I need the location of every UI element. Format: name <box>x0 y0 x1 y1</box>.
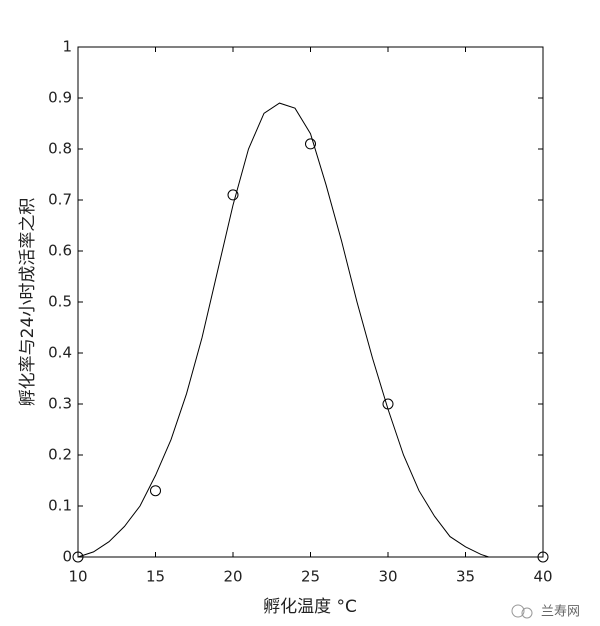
y-tick-label: 0.8 <box>48 140 72 158</box>
y-tick-label: 0.6 <box>48 242 72 260</box>
y-tick-label: 0.5 <box>48 293 72 311</box>
data-point <box>150 485 161 497</box>
x-tick-label: 25 <box>301 568 320 586</box>
data-point <box>537 551 549 563</box>
y-tick-label: 0.3 <box>48 395 72 413</box>
y-axis-label: 孵化率与24小时成活率之积 <box>18 198 38 407</box>
plot-box <box>77 46 544 558</box>
x-tick-label: 20 <box>223 568 242 586</box>
y-tick-label: 0.7 <box>48 191 72 209</box>
y-tick-label: 0.1 <box>48 497 72 515</box>
x-tick-label: 35 <box>456 568 475 586</box>
data-point <box>305 138 316 150</box>
y-tick-label: 0.2 <box>48 446 72 464</box>
x-tick-label: 10 <box>68 568 87 586</box>
y-tick-label: 0.9 <box>48 89 72 107</box>
x-tick-label: 40 <box>533 568 552 586</box>
y-tick-label: 0 <box>62 548 72 566</box>
data-point <box>227 189 239 201</box>
fit-curve <box>77 102 489 558</box>
x-tick-label: 30 <box>378 568 397 586</box>
watermark: 兰寿网 <box>541 605 580 620</box>
x-axis-label: 孵化温度 °C <box>263 597 357 617</box>
data-point <box>72 551 84 563</box>
watermark-icon <box>511 604 533 619</box>
y-tick-label: 1 <box>62 38 72 56</box>
x-tick-label: 15 <box>146 568 165 586</box>
y-tick-label: 0.4 <box>48 344 72 362</box>
